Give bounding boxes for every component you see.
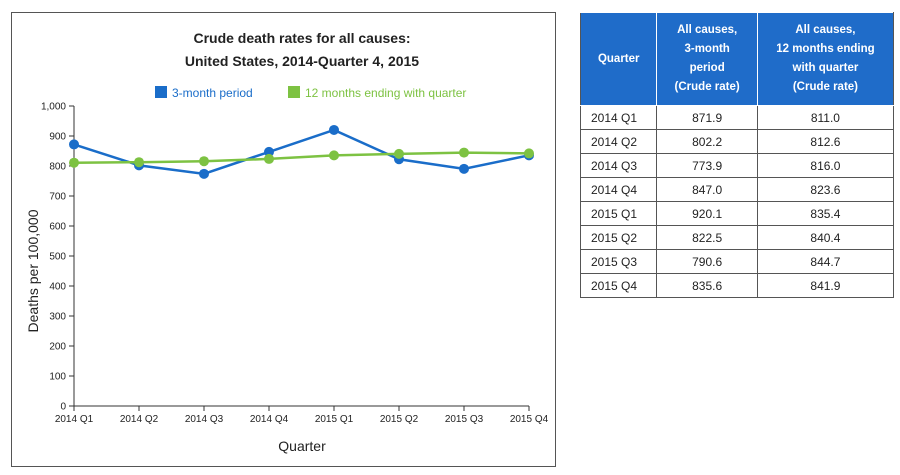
x-axis-title: Quarter [278,438,326,454]
data-point[interactable] [394,149,404,159]
cell-12-month: 816.0 [757,154,893,178]
data-point[interactable] [329,125,339,135]
cell-quarter: 2015 Q3 [581,250,657,274]
x-tick-label: 2015 Q4 [510,414,549,425]
legend: 3-month period 12 months ending with qua… [155,86,466,100]
x-tick-label: 2015 Q1 [315,414,354,425]
data-point[interactable] [459,164,469,174]
y-tick-label: 700 [49,192,66,203]
data-point[interactable] [329,150,339,160]
cell-quarter: 2015 Q4 [581,274,657,298]
cell-3-month: 822.5 [657,226,757,250]
y-tick-label: 900 [49,132,66,143]
data-table: Quarter All causes, 3-month period (Crud… [580,12,894,298]
y-axis: 0 100 200 300 400 500 600 700 800 900 1,000 [41,102,74,413]
legend-swatch-12-month [288,86,300,98]
cell-3-month: 802.2 [657,130,757,154]
y-tick-label: 200 [49,342,66,353]
cell-3-month: 920.1 [657,202,757,226]
cell-quarter: 2014 Q1 [581,106,657,130]
header-3-month: All causes, 3-month period (Crude rate) [657,13,757,106]
y-tick-label: 500 [49,252,66,263]
table-row: 2015 Q2 822.5 840.4 [581,226,894,250]
x-tick-label: 2015 Q3 [445,414,484,425]
cell-3-month: 773.9 [657,154,757,178]
series-layer [69,125,534,179]
y-tick-label: 600 [49,222,66,233]
y-axis-title: Deaths per 100,000 [25,209,41,332]
cell-quarter: 2014 Q3 [581,154,657,178]
cell-quarter: 2015 Q1 [581,202,657,226]
cell-12-month: 823.6 [757,178,893,202]
x-tick-label: 2014 Q3 [185,414,224,425]
x-tick-label: 2015 Q2 [380,414,419,425]
cell-12-month: 811.0 [757,106,893,130]
chart-title: Crude death rates for all causes: [193,30,410,46]
table-body: 2014 Q1 871.9 811.0 2014 Q2 802.2 812.6 2014 Q… [581,106,894,298]
table-row: 2015 Q1 920.1 835.4 [581,202,894,226]
cell-12-month: 812.6 [757,130,893,154]
data-point[interactable] [134,157,144,167]
header-quarter: Quarter [581,13,657,106]
cell-quarter: 2015 Q2 [581,226,657,250]
table-row: 2015 Q3 790.6 844.7 [581,250,894,274]
data-point[interactable] [524,148,534,158]
cell-3-month: 835.6 [657,274,757,298]
data-point[interactable] [459,148,469,158]
cell-3-month: 847.0 [657,178,757,202]
table-header-row: Quarter All causes, 3-month period (Crud… [581,13,894,106]
cell-3-month: 871.9 [657,106,757,130]
header-12-month: All causes, 12 months ending with quarte… [757,13,893,106]
y-tick-label: 800 [49,162,66,173]
cell-quarter: 2014 Q2 [581,130,657,154]
x-tick-label: 2014 Q1 [55,414,94,425]
table-row: 2015 Q4 835.6 841.9 [581,274,894,298]
x-axis: 2014 Q1 2014 Q2 2014 Q3 2014 Q4 2015 Q1 2015 … [55,406,549,425]
data-point[interactable] [264,154,274,164]
cell-12-month: 841.9 [757,274,893,298]
cell-12-month: 844.7 [757,250,893,274]
line-chart: Crude death rates for all causes: United… [12,13,557,468]
table-row: 2014 Q3 773.9 816.0 [581,154,894,178]
cell-12-month: 835.4 [757,202,893,226]
chart-subtitle: United States, 2014-Quarter 4, 2015 [185,53,419,69]
legend-label-12-month: 12 months ending with quarter [305,86,466,100]
cell-quarter: 2014 Q4 [581,178,657,202]
legend-swatch-3-month [155,86,167,98]
data-point[interactable] [69,139,79,149]
y-tick-label: 400 [49,282,66,293]
data-point[interactable] [199,156,209,166]
data-point[interactable] [199,169,209,179]
chart-panel: Crude death rates for all causes: United… [11,12,556,467]
y-tick-label: 1,000 [41,102,66,113]
cell-12-month: 840.4 [757,226,893,250]
x-tick-label: 2014 Q4 [250,414,289,425]
x-tick-label: 2014 Q2 [120,414,159,425]
y-tick-label: 100 [49,372,66,383]
cell-3-month: 790.6 [657,250,757,274]
y-tick-label: 0 [60,402,66,413]
table-row: 2014 Q1 871.9 811.0 [581,106,894,130]
table-row: 2014 Q4 847.0 823.6 [581,178,894,202]
legend-label-3-month: 3-month period [172,86,253,100]
y-tick-label: 300 [49,312,66,323]
data-point[interactable] [69,158,79,168]
table-row: 2014 Q2 802.2 812.6 [581,130,894,154]
